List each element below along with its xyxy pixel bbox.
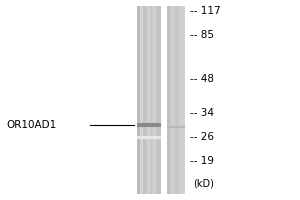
Bar <box>167 6 170 194</box>
Text: (kD): (kD) <box>194 178 214 188</box>
Bar <box>136 123 160 127</box>
Bar <box>136 136 160 139</box>
Bar <box>167 126 184 128</box>
Bar <box>156 6 161 194</box>
Bar <box>143 6 147 194</box>
Bar <box>150 6 153 194</box>
Bar <box>175 6 179 194</box>
Text: -- 34: -- 34 <box>190 108 214 118</box>
Bar <box>170 6 175 194</box>
Bar <box>136 6 160 194</box>
Bar <box>147 6 150 194</box>
Text: -- 19: -- 19 <box>190 156 214 166</box>
Text: OR10AD1: OR10AD1 <box>6 120 56 130</box>
Bar <box>179 6 184 194</box>
Text: -- 48: -- 48 <box>190 74 214 84</box>
Bar <box>167 6 184 194</box>
Bar <box>136 6 140 194</box>
Bar <box>153 6 156 194</box>
Bar <box>160 6 166 194</box>
Text: -- 26: -- 26 <box>190 132 214 142</box>
Text: -- 117: -- 117 <box>190 6 221 16</box>
Text: -- 85: -- 85 <box>190 30 214 40</box>
Bar <box>140 6 143 194</box>
